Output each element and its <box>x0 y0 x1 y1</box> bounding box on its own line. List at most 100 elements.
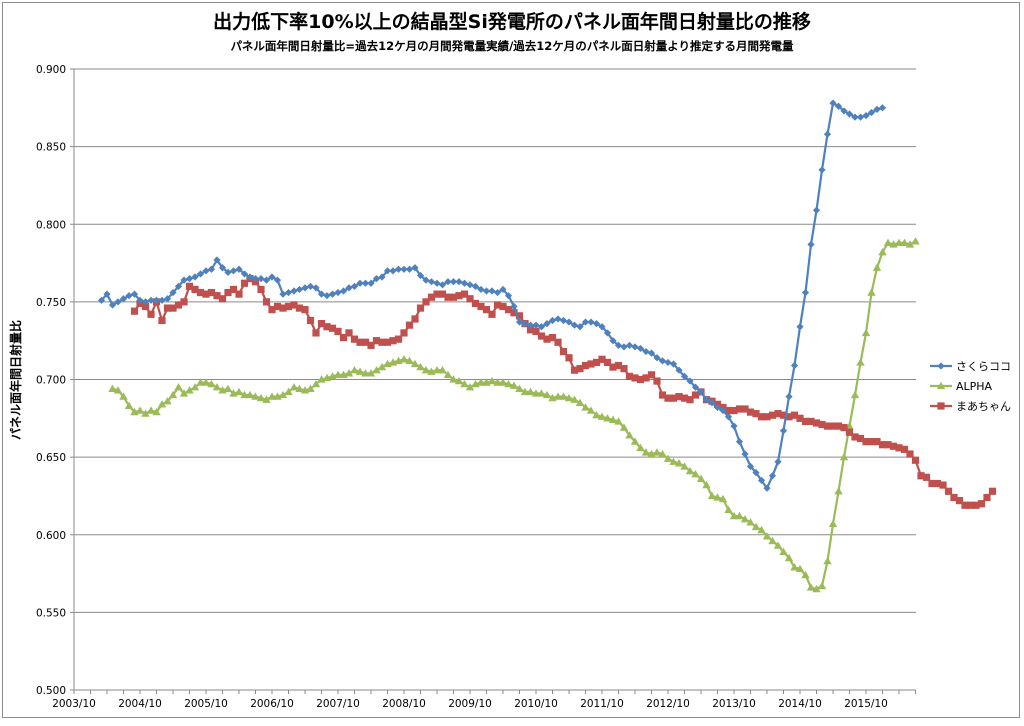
data-point <box>455 278 463 286</box>
data-point <box>124 401 134 410</box>
data-point <box>537 332 546 340</box>
data-point <box>427 293 436 301</box>
data-point <box>284 302 293 311</box>
data-point <box>158 296 166 304</box>
data-point <box>108 301 117 309</box>
data-point <box>400 329 408 337</box>
data-point <box>751 522 761 531</box>
data-point <box>488 287 496 295</box>
x-tick-label: 2004/10 <box>118 698 162 710</box>
data-point <box>295 285 304 294</box>
data-point <box>757 476 766 485</box>
data-point <box>378 338 386 346</box>
data-point <box>389 267 397 275</box>
data-point <box>180 298 188 306</box>
data-point <box>664 358 672 367</box>
data-point <box>796 323 804 331</box>
data-point <box>587 318 595 326</box>
data-point <box>642 374 650 382</box>
data-point <box>146 406 156 414</box>
series-group <box>97 99 997 593</box>
data-point <box>493 378 502 386</box>
data-point <box>482 287 491 295</box>
data-point <box>174 383 183 391</box>
data-point <box>570 321 579 329</box>
data-point <box>499 285 507 294</box>
data-point <box>262 298 271 306</box>
data-point <box>785 413 793 421</box>
data-point <box>554 338 562 346</box>
data-point <box>361 338 370 346</box>
data-point <box>850 390 860 399</box>
data-point <box>564 393 574 402</box>
data-point <box>125 292 133 300</box>
data-point <box>818 420 826 429</box>
data-point <box>306 384 315 392</box>
data-point <box>570 395 579 403</box>
data-point <box>466 295 474 303</box>
data-point <box>950 493 958 502</box>
data-point <box>460 290 469 298</box>
data-point <box>477 285 485 294</box>
data-point <box>806 583 816 591</box>
data-point <box>785 392 793 401</box>
data-point <box>168 390 178 399</box>
data-point <box>477 302 485 311</box>
data-point <box>240 279 249 287</box>
data-point <box>730 406 738 415</box>
data-point <box>356 338 364 346</box>
data-point <box>367 341 375 349</box>
data-point <box>762 532 772 540</box>
chart-title: 出力低下率10%以上の結晶型Si発電所のパネル面年間日射量比の推移 <box>213 10 811 33</box>
data-point <box>713 493 722 501</box>
data-point <box>482 306 491 314</box>
data-point <box>834 487 843 495</box>
data-point <box>592 320 601 328</box>
data-point <box>702 480 711 489</box>
data-point <box>185 282 194 290</box>
data-point <box>928 479 936 488</box>
data-point <box>790 563 799 571</box>
data-point <box>405 356 414 365</box>
data-point <box>619 423 629 431</box>
data-point <box>301 284 309 292</box>
y-tick-label: 0.600 <box>36 530 66 542</box>
data-point <box>620 343 628 351</box>
data-point <box>663 454 673 462</box>
data-point <box>597 412 607 420</box>
y-tick-label: 0.850 <box>36 142 66 154</box>
data-point <box>718 494 728 503</box>
data-point <box>202 267 210 275</box>
data-point <box>531 389 541 397</box>
x-tick-label: 2006/10 <box>250 698 294 710</box>
data-point <box>499 302 507 311</box>
data-point <box>779 411 788 419</box>
data-point <box>576 365 584 373</box>
data-point <box>906 450 914 458</box>
data-point <box>873 438 881 446</box>
data-point <box>878 247 887 256</box>
data-point <box>179 389 189 397</box>
data-point <box>680 462 689 470</box>
data-point <box>719 406 727 415</box>
data-point <box>807 417 815 426</box>
data-point <box>823 130 832 138</box>
data-point <box>449 375 458 383</box>
data-point <box>257 285 265 294</box>
data-point <box>113 386 123 394</box>
data-point <box>207 265 216 273</box>
data-point <box>355 367 365 375</box>
data-point <box>702 396 711 404</box>
data-point <box>707 491 717 500</box>
data-point <box>900 238 909 247</box>
data-point <box>807 240 815 249</box>
data-point <box>752 410 760 418</box>
data-point <box>163 397 172 405</box>
data-point <box>652 448 662 456</box>
data-point <box>889 442 898 450</box>
data-point <box>609 337 617 345</box>
data-point <box>548 333 557 342</box>
data-point <box>675 392 683 401</box>
series-1 <box>97 99 887 492</box>
data-point <box>306 316 315 325</box>
